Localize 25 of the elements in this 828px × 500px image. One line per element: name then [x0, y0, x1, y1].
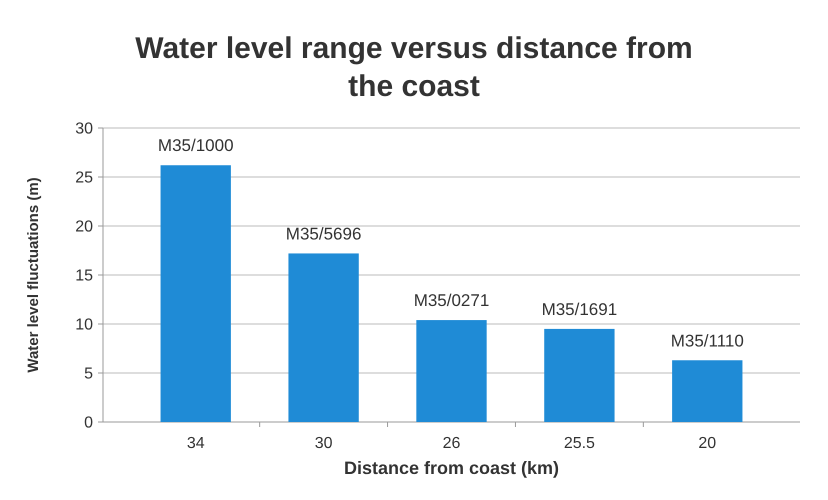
annotation: M35/1691	[542, 300, 618, 319]
bar	[416, 320, 487, 422]
y-tick-label: 30	[75, 120, 94, 138]
y-tick-label: 0	[84, 414, 94, 432]
x-tick-label: 20	[698, 435, 716, 452]
y-tick-label: 20	[75, 218, 94, 236]
y-tick-label: 5	[84, 366, 94, 383]
annotation: M35/1000	[158, 136, 234, 156]
annotation: M35/5696	[286, 224, 362, 244]
annotation: M35/1110	[670, 331, 744, 350]
x-tick-label: 26	[442, 435, 460, 452]
y-tick-label: 25	[75, 170, 94, 187]
bar	[288, 253, 359, 422]
x-axis-title: Distance from coast (km)	[344, 458, 560, 478]
bar	[544, 328, 615, 422]
chart-title: Water level range versus distance from the coast	[135, 32, 693, 103]
x-tick-label: 30	[314, 435, 333, 452]
y-tick-label: 15	[75, 268, 94, 285]
annotation: M35/0271	[414, 291, 490, 310]
x-tick-label: 25.5	[564, 435, 596, 452]
bar	[672, 360, 742, 422]
y-axis-title: Water level fluctuations (m)	[25, 177, 42, 373]
x-tick-label: 34	[186, 435, 205, 452]
bar	[160, 165, 231, 422]
y-tick-label: 10	[75, 316, 94, 334]
